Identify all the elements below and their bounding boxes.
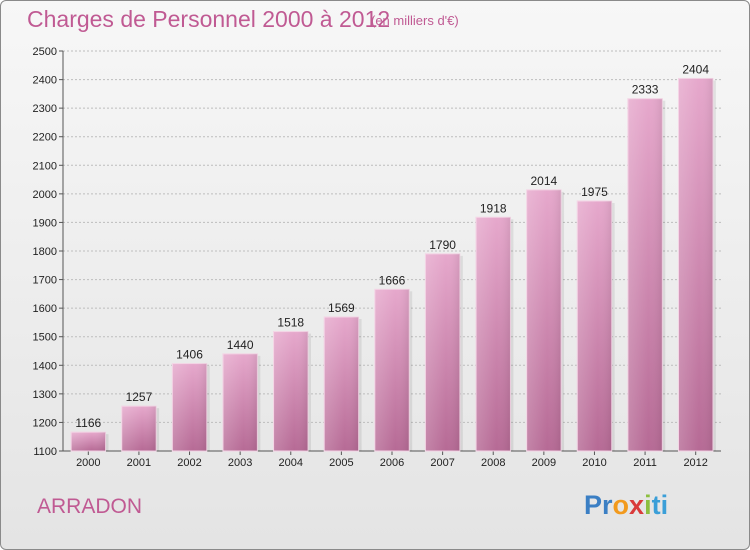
- bar-highlight: [222, 353, 258, 451]
- x-tick-label: 2012: [683, 457, 707, 469]
- y-tick-label: 2200: [33, 132, 57, 144]
- logo-letter: r: [602, 490, 613, 520]
- data-label: 1518: [277, 316, 304, 330]
- y-tick-label: 1200: [33, 417, 57, 429]
- data-label: 1790: [429, 238, 456, 252]
- data-label: 2404: [682, 62, 709, 76]
- data-label: 1569: [328, 301, 355, 315]
- bar-highlight: [678, 78, 713, 451]
- y-tick-label: 2000: [33, 189, 57, 201]
- bar-highlight: [172, 363, 207, 451]
- bar-highlight: [374, 289, 410, 451]
- chart-subtitle: (en milliers d'€): [371, 13, 459, 28]
- bar-highlight: [273, 331, 308, 451]
- logo-letter: t: [651, 490, 661, 520]
- x-tick-label: 2008: [481, 457, 505, 469]
- logo-letter: i: [660, 490, 669, 520]
- data-label: 1440: [227, 338, 254, 352]
- y-tick-label: 2400: [33, 75, 57, 87]
- bar-highlight: [121, 406, 157, 451]
- x-tick-label: 2003: [228, 457, 252, 469]
- y-tick-label: 1900: [33, 217, 57, 229]
- y-tick-label: 1600: [33, 303, 57, 315]
- bar-highlight: [526, 189, 562, 451]
- y-tick-label: 2500: [33, 46, 57, 58]
- y-tick-label: 1500: [33, 332, 57, 344]
- y-tick-label: 2300: [33, 103, 57, 115]
- data-label: 1257: [126, 390, 153, 404]
- data-label: 1975: [581, 185, 608, 199]
- bar-highlight: [324, 317, 359, 451]
- data-label: 1406: [176, 348, 203, 362]
- data-label: 1918: [480, 201, 507, 215]
- chart-title: Charges de Personnel 2000 à 2012: [27, 6, 391, 32]
- y-tick-label: 1800: [33, 246, 57, 258]
- x-tick-label: 2002: [177, 457, 201, 469]
- x-tick-label: 2001: [127, 457, 151, 469]
- x-tick-label: 2004: [279, 457, 303, 469]
- data-label: 2333: [632, 83, 659, 97]
- logo-letter: x: [629, 490, 645, 520]
- x-tick-label: 2011: [633, 457, 657, 469]
- x-tick-label: 2005: [329, 457, 353, 469]
- data-label: 1166: [75, 416, 101, 430]
- data-label: 2014: [530, 174, 557, 188]
- bar-highlight: [71, 432, 106, 451]
- x-tick-label: 2010: [582, 457, 606, 469]
- labels: 1100 1200 1300 1400 1500 1600 1700 1800 1900 2000…: [33, 46, 710, 469]
- bars: [70, 77, 716, 452]
- city-name: ARRADON: [37, 495, 143, 518]
- proxiti-logo: Proxiti: [584, 490, 668, 521]
- bar-highlight: [476, 217, 511, 451]
- y-tick-label: 1100: [33, 446, 57, 458]
- bar-highlight: [577, 201, 612, 451]
- logo-letter: P: [584, 490, 603, 520]
- bar-highlight: [425, 253, 460, 451]
- data-label: 1666: [379, 273, 406, 287]
- x-tick-label: 2009: [532, 457, 556, 469]
- y-tick-label: 2100: [33, 160, 57, 172]
- bar-highlight: [627, 98, 663, 451]
- x-tick-label: 2007: [430, 457, 454, 469]
- y-tick-label: 1300: [33, 389, 57, 401]
- y-tick-label: 1400: [33, 360, 57, 372]
- logo-letter: o: [612, 490, 630, 520]
- x-tick-label: 2006: [380, 457, 404, 469]
- x-tick-label: 2000: [76, 457, 100, 469]
- logo-letter: i: [644, 490, 652, 520]
- y-tick-label: 1700: [33, 275, 57, 287]
